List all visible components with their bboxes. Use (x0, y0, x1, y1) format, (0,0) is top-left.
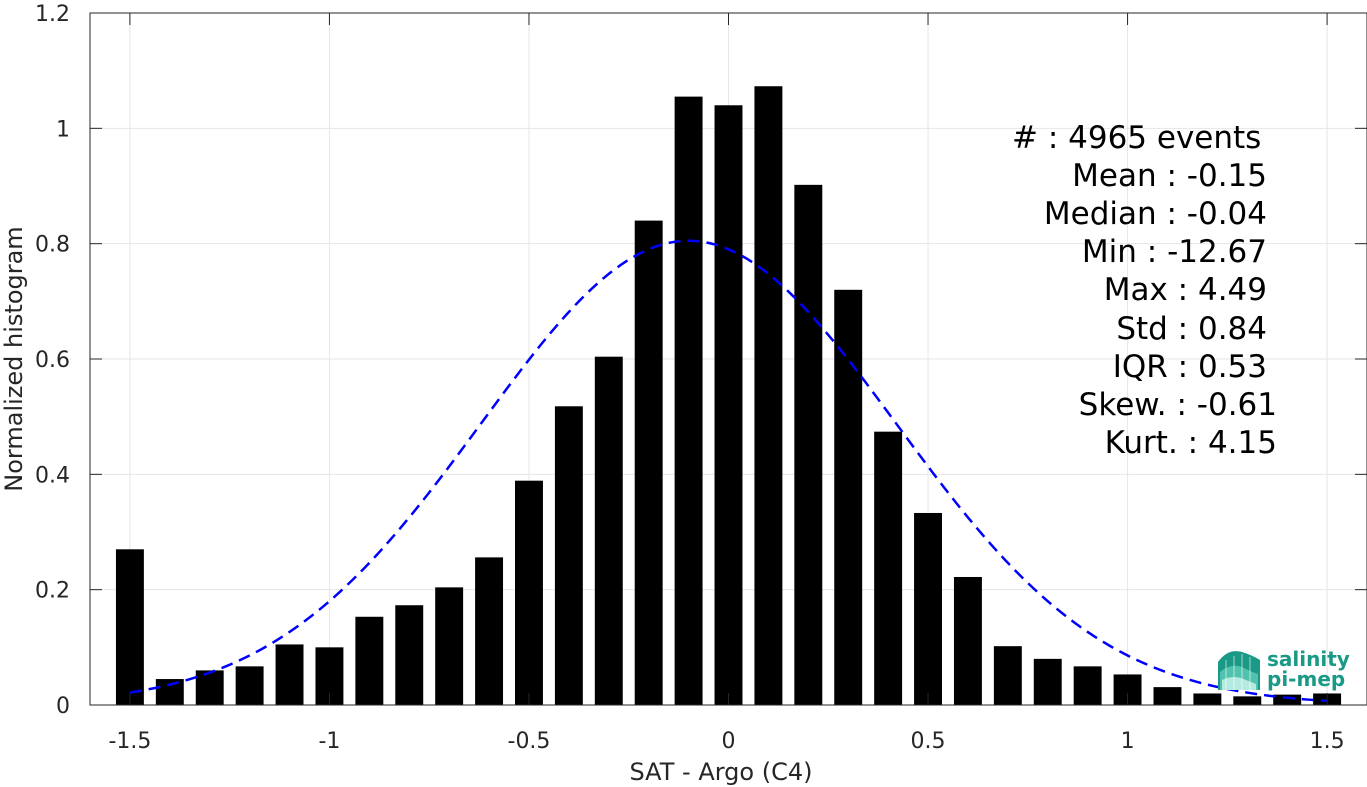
stat-mean: Mean : -0.15 (1072, 158, 1267, 194)
y-axis-label: Normalized histogram (0, 226, 28, 491)
histogram-bar (714, 105, 743, 706)
histogram-bar (953, 576, 982, 705)
stat-std: Std : 0.84 (1116, 311, 1267, 347)
histogram-bar (674, 96, 703, 705)
histogram-bar (395, 605, 424, 705)
y-tick-label: 0 (56, 694, 70, 719)
logo-text-salinity: salinity (1267, 647, 1350, 671)
histogram-bar (195, 670, 224, 705)
stat-events: # : 4965 events (1012, 120, 1261, 156)
histogram-bar (794, 184, 823, 705)
histogram-bar (914, 512, 942, 705)
wave-logo-icon (1218, 651, 1260, 690)
y-tick-label: 1.2 (35, 2, 70, 27)
stat-skew: Skew. : -0.61 (1079, 387, 1277, 423)
histogram-bar (515, 480, 543, 705)
x-axis-label: SAT - Argo (C4) (630, 758, 813, 786)
histogram-bar (834, 289, 863, 705)
histogram-bar (594, 356, 623, 705)
x-tick-label: -1 (318, 729, 340, 754)
histogram-bar (475, 557, 504, 705)
stat-iqr: IQR : 0.53 (1113, 349, 1267, 385)
histogram-bar (1273, 694, 1302, 705)
histogram-bar (155, 679, 184, 705)
x-tick-label: 1.5 (1310, 729, 1345, 754)
x-tick-labels: -1.5 -1 -0.5 0 0.5 1 1.5 (108, 729, 1344, 754)
y-tick-label: 0.4 (35, 463, 70, 488)
histogram-bar (115, 549, 144, 705)
histogram-bar (435, 587, 464, 705)
histogram-bar (1233, 696, 1262, 705)
histogram-bar (275, 644, 304, 705)
histogram-bar (634, 220, 663, 705)
histogram-bar (235, 666, 264, 705)
salinity-pi-mep-logo: salinity pi-mep (1218, 647, 1350, 691)
y-tick-labels: 0 0.2 0.4 0.6 0.8 1 1.2 (35, 2, 70, 719)
histogram-bar (1073, 666, 1102, 705)
histogram-bar (355, 616, 384, 705)
histogram-bar (993, 646, 1022, 705)
x-tick-label: -0.5 (508, 729, 551, 754)
logo-text-pi-mep: pi-mep (1267, 667, 1345, 691)
stat-max: Max : 4.49 (1104, 272, 1267, 308)
stats-box: # : 4965 events Mean : -0.15 Median : -0… (1012, 120, 1277, 461)
stat-min: Min : -12.67 (1082, 234, 1267, 270)
histogram-bar (754, 86, 783, 705)
x-tick-label: 0.5 (911, 729, 946, 754)
y-tick-label: 0.6 (35, 348, 70, 373)
y-tick-label: 0.8 (35, 233, 70, 258)
histogram-bar (1033, 658, 1062, 705)
gaussian-fit-curve (129, 239, 1328, 703)
y-tick-label: 0.2 (35, 579, 70, 604)
histogram-bar (554, 406, 583, 705)
y-tick-label: 1 (56, 117, 70, 142)
stat-median: Median : -0.04 (1044, 196, 1267, 232)
axis-ticks (90, 12, 1367, 706)
stat-kurt: Kurt. : 4.15 (1105, 425, 1277, 461)
histogram-bar (1153, 687, 1182, 705)
x-tick-label: -1.5 (108, 729, 151, 754)
x-tick-label: 1 (1121, 729, 1135, 754)
x-tick-label: 0 (722, 729, 736, 754)
histogram-bar (874, 431, 903, 705)
histogram-bar (1193, 693, 1222, 705)
